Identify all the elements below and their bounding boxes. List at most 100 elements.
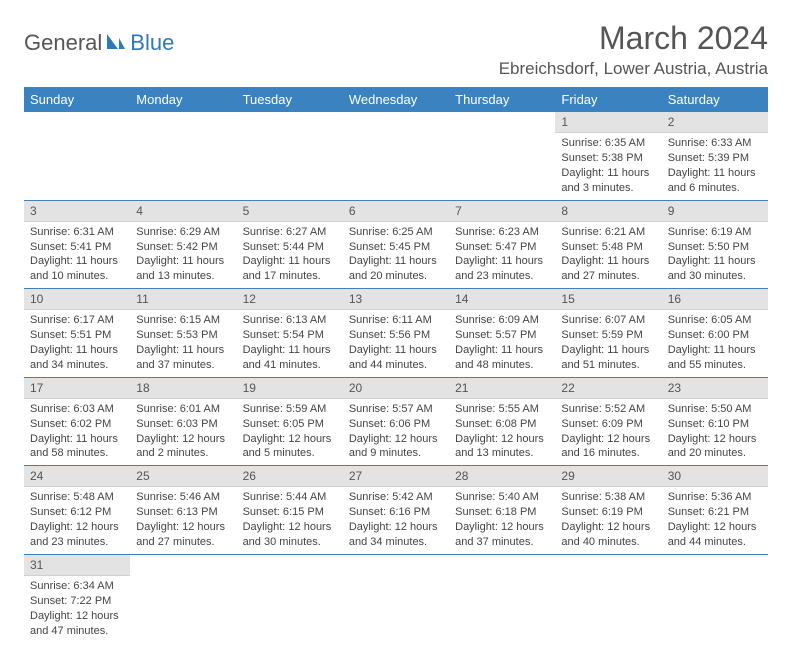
calendar-week-row: 10Sunrise: 6:17 AMSunset: 5:51 PMDayligh… bbox=[24, 289, 768, 378]
day-number: 17 bbox=[24, 378, 130, 399]
calendar-day-cell: 25Sunrise: 5:46 AMSunset: 6:13 PMDayligh… bbox=[130, 466, 236, 555]
sunset-text: Sunset: 5:44 PM bbox=[243, 240, 337, 255]
daylight-text-2: and 20 minutes. bbox=[349, 269, 443, 284]
daylight-text: Daylight: 12 hours bbox=[455, 432, 549, 447]
weekday-header: Monday bbox=[130, 87, 236, 112]
calendar-day-cell bbox=[237, 554, 343, 642]
calendar-week-row: 17Sunrise: 6:03 AMSunset: 6:02 PMDayligh… bbox=[24, 377, 768, 466]
daylight-text-2: and 5 minutes. bbox=[243, 446, 337, 461]
sunset-text: Sunset: 5:45 PM bbox=[349, 240, 443, 255]
day-details: Sunrise: 6:23 AMSunset: 5:47 PMDaylight:… bbox=[449, 222, 555, 288]
sunrise-text: Sunrise: 6:03 AM bbox=[30, 402, 124, 417]
day-number: 29 bbox=[555, 466, 661, 487]
day-number: 11 bbox=[130, 289, 236, 310]
logo-text-blue: Blue bbox=[106, 30, 174, 56]
month-title: March 2024 bbox=[499, 20, 768, 57]
day-details: Sunrise: 6:25 AMSunset: 5:45 PMDaylight:… bbox=[343, 222, 449, 288]
calendar-day-cell bbox=[24, 112, 130, 200]
sunrise-text: Sunrise: 6:27 AM bbox=[243, 225, 337, 240]
sunrise-text: Sunrise: 5:42 AM bbox=[349, 490, 443, 505]
daylight-text-2: and 47 minutes. bbox=[30, 624, 124, 639]
day-number: 20 bbox=[343, 378, 449, 399]
weekday-header-row: Sunday Monday Tuesday Wednesday Thursday… bbox=[24, 87, 768, 112]
daylight-text-2: and 30 minutes. bbox=[668, 269, 762, 284]
daylight-text-2: and 34 minutes. bbox=[349, 535, 443, 550]
day-number: 25 bbox=[130, 466, 236, 487]
day-number: 19 bbox=[237, 378, 343, 399]
logo: General Blue bbox=[24, 20, 174, 56]
calendar-day-cell: 16Sunrise: 6:05 AMSunset: 6:00 PMDayligh… bbox=[662, 289, 768, 378]
day-number: 5 bbox=[237, 201, 343, 222]
daylight-text: Daylight: 11 hours bbox=[455, 254, 549, 269]
daylight-text: Daylight: 11 hours bbox=[136, 254, 230, 269]
sunset-text: Sunset: 6:02 PM bbox=[30, 417, 124, 432]
day-number: 13 bbox=[343, 289, 449, 310]
calendar-body: 1Sunrise: 6:35 AMSunset: 5:38 PMDaylight… bbox=[24, 112, 768, 642]
weekday-header: Sunday bbox=[24, 87, 130, 112]
day-details: Sunrise: 6:07 AMSunset: 5:59 PMDaylight:… bbox=[555, 310, 661, 376]
daylight-text-2: and 3 minutes. bbox=[561, 181, 655, 196]
calendar-day-cell: 31Sunrise: 6:34 AMSunset: 7:22 PMDayligh… bbox=[24, 554, 130, 642]
calendar-day-cell: 13Sunrise: 6:11 AMSunset: 5:56 PMDayligh… bbox=[343, 289, 449, 378]
sunset-text: Sunset: 6:00 PM bbox=[668, 328, 762, 343]
day-details: Sunrise: 5:36 AMSunset: 6:21 PMDaylight:… bbox=[662, 487, 768, 553]
weekday-header: Tuesday bbox=[237, 87, 343, 112]
daylight-text: Daylight: 12 hours bbox=[561, 520, 655, 535]
daylight-text-2: and 48 minutes. bbox=[455, 358, 549, 373]
calendar-day-cell bbox=[343, 112, 449, 200]
sunset-text: Sunset: 5:41 PM bbox=[30, 240, 124, 255]
daylight-text-2: and 23 minutes. bbox=[455, 269, 549, 284]
weekday-header: Thursday bbox=[449, 87, 555, 112]
sunset-text: Sunset: 6:03 PM bbox=[136, 417, 230, 432]
day-details: Sunrise: 6:35 AMSunset: 5:38 PMDaylight:… bbox=[555, 133, 661, 199]
location-text: Ebreichsdorf, Lower Austria, Austria bbox=[499, 59, 768, 79]
day-number: 7 bbox=[449, 201, 555, 222]
calendar-table: Sunday Monday Tuesday Wednesday Thursday… bbox=[24, 87, 768, 642]
sunset-text: Sunset: 6:06 PM bbox=[349, 417, 443, 432]
day-details: Sunrise: 5:52 AMSunset: 6:09 PMDaylight:… bbox=[555, 399, 661, 465]
calendar-day-cell: 15Sunrise: 6:07 AMSunset: 5:59 PMDayligh… bbox=[555, 289, 661, 378]
day-number: 22 bbox=[555, 378, 661, 399]
day-number: 8 bbox=[555, 201, 661, 222]
daylight-text: Daylight: 11 hours bbox=[668, 166, 762, 181]
sunset-text: Sunset: 5:54 PM bbox=[243, 328, 337, 343]
calendar-day-cell bbox=[237, 112, 343, 200]
calendar-day-cell: 19Sunrise: 5:59 AMSunset: 6:05 PMDayligh… bbox=[237, 377, 343, 466]
weekday-header: Saturday bbox=[662, 87, 768, 112]
daylight-text-2: and 40 minutes. bbox=[561, 535, 655, 550]
daylight-text-2: and 16 minutes. bbox=[561, 446, 655, 461]
daylight-text-2: and 27 minutes. bbox=[561, 269, 655, 284]
day-number: 16 bbox=[662, 289, 768, 310]
calendar-day-cell: 27Sunrise: 5:42 AMSunset: 6:16 PMDayligh… bbox=[343, 466, 449, 555]
title-block: March 2024 Ebreichsdorf, Lower Austria, … bbox=[499, 20, 768, 79]
weekday-header: Friday bbox=[555, 87, 661, 112]
sunrise-text: Sunrise: 5:52 AM bbox=[561, 402, 655, 417]
sunrise-text: Sunrise: 6:25 AM bbox=[349, 225, 443, 240]
day-details: Sunrise: 6:05 AMSunset: 6:00 PMDaylight:… bbox=[662, 310, 768, 376]
calendar-week-row: 31Sunrise: 6:34 AMSunset: 7:22 PMDayligh… bbox=[24, 554, 768, 642]
calendar-day-cell: 14Sunrise: 6:09 AMSunset: 5:57 PMDayligh… bbox=[449, 289, 555, 378]
day-details: Sunrise: 6:03 AMSunset: 6:02 PMDaylight:… bbox=[24, 399, 130, 465]
sunrise-text: Sunrise: 6:19 AM bbox=[668, 225, 762, 240]
sunrise-text: Sunrise: 6:35 AM bbox=[561, 136, 655, 151]
sunset-text: Sunset: 5:42 PM bbox=[136, 240, 230, 255]
calendar-day-cell: 2Sunrise: 6:33 AMSunset: 5:39 PMDaylight… bbox=[662, 112, 768, 200]
day-details: Sunrise: 6:15 AMSunset: 5:53 PMDaylight:… bbox=[130, 310, 236, 376]
calendar-day-cell: 12Sunrise: 6:13 AMSunset: 5:54 PMDayligh… bbox=[237, 289, 343, 378]
daylight-text: Daylight: 11 hours bbox=[561, 254, 655, 269]
day-details: Sunrise: 6:13 AMSunset: 5:54 PMDaylight:… bbox=[237, 310, 343, 376]
sunset-text: Sunset: 5:50 PM bbox=[668, 240, 762, 255]
sunset-text: Sunset: 5:47 PM bbox=[455, 240, 549, 255]
calendar-day-cell: 3Sunrise: 6:31 AMSunset: 5:41 PMDaylight… bbox=[24, 200, 130, 289]
sunrise-text: Sunrise: 6:21 AM bbox=[561, 225, 655, 240]
calendar-day-cell bbox=[343, 554, 449, 642]
daylight-text-2: and 13 minutes. bbox=[136, 269, 230, 284]
calendar-day-cell: 5 Sunrise: 6:27 AMSunset: 5:44 PMDaylight… bbox=[237, 200, 343, 289]
sunset-text: Sunset: 5:38 PM bbox=[561, 151, 655, 166]
daylight-text: Daylight: 11 hours bbox=[243, 254, 337, 269]
day-details: Sunrise: 6:21 AMSunset: 5:48 PMDaylight:… bbox=[555, 222, 661, 288]
sunrise-text: Sunrise: 5:55 AM bbox=[455, 402, 549, 417]
daylight-text: Daylight: 12 hours bbox=[136, 432, 230, 447]
daylight-text: Daylight: 11 hours bbox=[455, 343, 549, 358]
daylight-text: Daylight: 12 hours bbox=[243, 520, 337, 535]
